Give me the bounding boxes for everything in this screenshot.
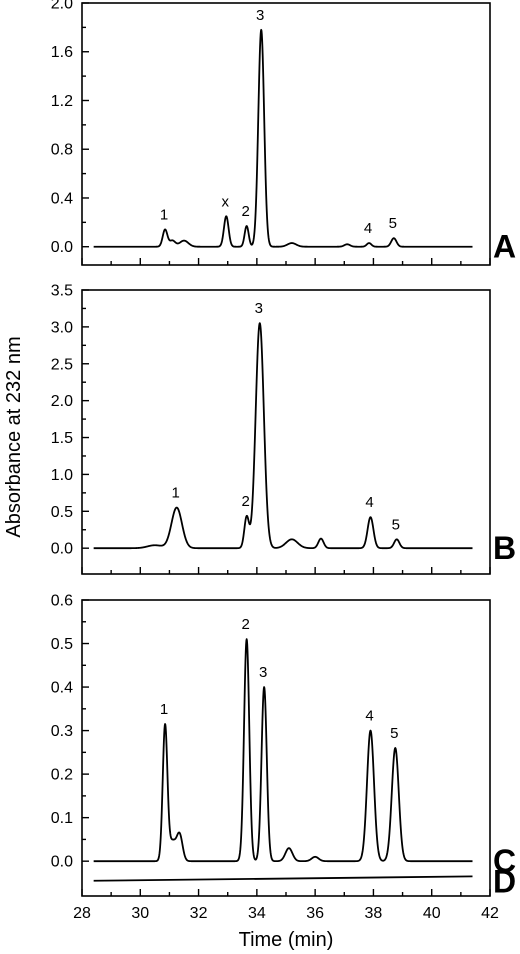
panel-letter-c: C [493, 843, 516, 879]
y-tick-label: 0.0 [51, 854, 73, 871]
peak-label: 1 [160, 206, 168, 223]
peak-label: x [222, 193, 230, 210]
peak-label: 2 [241, 203, 249, 220]
y-tick-label: 0.6 [51, 593, 73, 610]
panel-letter-b: B [493, 530, 516, 566]
panel-a: 0.0 0.4 0.8 1.2 1.6 2.0 1 x2 3 4 5 A [51, 0, 516, 266]
y-tick-label: 1.5 [51, 430, 73, 447]
x-tick-label: 40 [423, 905, 441, 922]
trace-d [93, 875, 473, 882]
panel-frame [81, 289, 491, 575]
y-tick-label: 2.5 [51, 356, 73, 373]
y-tick-label: 3.0 [51, 319, 73, 336]
x-tick-label: 36 [306, 905, 324, 922]
peak-label: 1 [160, 701, 168, 718]
trace-b [93, 322, 474, 550]
y-tick-label: 3.5 [51, 283, 73, 300]
y-tick-label: 1.6 [51, 44, 73, 61]
peak-label: 5 [390, 725, 398, 742]
x-axis-title: Time (min) [239, 929, 334, 951]
y-tick-label: 0.5 [51, 504, 73, 521]
peak-label: 4 [364, 220, 372, 237]
peak-label: 5 [392, 516, 400, 533]
panel-letter-a: A [493, 229, 516, 265]
panel-b: 0.0 0.5 1.0 1.5 2.0 2.5 3.0 3.5 1 2 3 4 5 B [51, 283, 516, 575]
y-tick-label: 1.2 [51, 93, 73, 110]
y-tick-label: 0.3 [51, 723, 73, 740]
x-tick-label: 32 [190, 905, 208, 922]
y-tick-label: 0.2 [51, 767, 73, 784]
x-tick-label: 34 [248, 905, 266, 922]
y-tick-label: 0.5 [51, 636, 73, 653]
peak-label: 3 [255, 300, 263, 317]
y-tick-label: 0.4 [51, 680, 73, 697]
peak-label: 3 [256, 7, 264, 24]
peak-label: 3 [259, 664, 267, 681]
y-tick-label: 2.0 [51, 393, 73, 410]
panel-letter-d: D [493, 864, 516, 900]
y-tick-label: 0.0 [51, 541, 73, 558]
trace-c [93, 638, 474, 863]
y-tick-label: 0.1 [51, 810, 73, 827]
y-tick-label: 0.0 [51, 239, 73, 256]
peak-label: 4 [365, 494, 373, 511]
peak-label: 5 [389, 215, 397, 232]
peak-label: 4 [365, 708, 373, 725]
x-tick-label: 30 [131, 905, 149, 922]
peak-label: 1 [172, 485, 180, 502]
panel-frame [81, 2, 491, 266]
y-axis-title: Absorbance at 232 nm [3, 336, 25, 537]
x-tick-label: 28 [73, 905, 91, 922]
x-tick-label: 38 [365, 905, 383, 922]
y-tick-label: 0.8 [51, 142, 73, 159]
peak-label: 2 [241, 493, 249, 510]
peak-label: 2 [241, 616, 249, 633]
x-tick-label: 42 [481, 905, 499, 922]
y-tick-label: 2.0 [51, 0, 73, 13]
y-tick-label: 0.4 [51, 190, 73, 207]
trace-a [93, 28, 474, 248]
y-tick-label: 1.0 [51, 467, 73, 484]
